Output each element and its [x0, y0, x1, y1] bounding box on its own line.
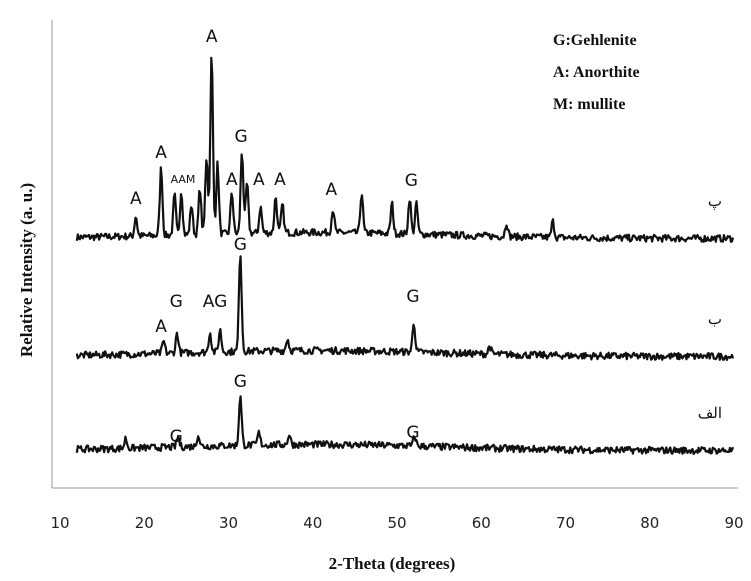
x-tick-label: 60: [472, 514, 491, 532]
series-line-0: [75, 56, 735, 243]
series-line-2: [75, 395, 735, 455]
series-line-1: [75, 255, 735, 361]
legend-entry-gehlenite: G:Gehlenite: [553, 32, 637, 49]
curves-group: [75, 56, 735, 455]
peak-annotation: A: [130, 189, 142, 209]
peak-annotation: G: [406, 423, 419, 443]
x-tick-label: 40: [303, 514, 322, 532]
x-axis-title: 2-Theta (degrees): [329, 554, 456, 573]
peak-annotation: A: [274, 170, 286, 190]
series-label: ب: [708, 310, 722, 328]
peak-annotation: A: [155, 317, 167, 337]
x-tick-label: 10: [50, 514, 69, 532]
peak-annotation: AAM: [171, 173, 196, 186]
peak-annotation: G: [235, 127, 248, 147]
legend-entry-anorthite: A: Anorthite: [553, 64, 640, 81]
x-tick-label: 50: [387, 514, 406, 532]
peak-annotation: A: [226, 170, 238, 190]
peak-annotation: G: [234, 235, 247, 255]
y-axis-title: Relative Intensity (a. u.): [17, 183, 36, 357]
x-tick-labels: 10 20 30 40 50 60 70 80 90: [50, 514, 743, 532]
x-tick-label: 20: [135, 514, 154, 532]
peak-annotation: A: [253, 170, 265, 190]
peak-annotation: A: [155, 143, 167, 163]
legend: G:Gehlenite A: Anorthite M: mullite: [553, 32, 640, 113]
peak-annotation: G: [170, 427, 183, 447]
legend-entry-mullite: M: mullite: [553, 96, 625, 113]
peak-annotation: A: [325, 180, 337, 200]
x-tick-label: 90: [724, 514, 743, 532]
peak-annotation: G: [406, 287, 419, 307]
x-tick-label: 30: [219, 514, 238, 532]
peak-annotation: G: [234, 372, 247, 392]
x-tick-label: 80: [640, 514, 659, 532]
peak-annotation: G: [170, 292, 183, 312]
curve-labels: پ ب الف: [698, 192, 722, 422]
series-label: پ: [708, 192, 722, 210]
series-label: الف: [698, 404, 722, 422]
peak-annotation: AG: [203, 292, 228, 312]
peak-annotation: G: [405, 171, 418, 191]
x-tick-label: 70: [556, 514, 575, 532]
peak-annotation: A: [206, 27, 218, 47]
